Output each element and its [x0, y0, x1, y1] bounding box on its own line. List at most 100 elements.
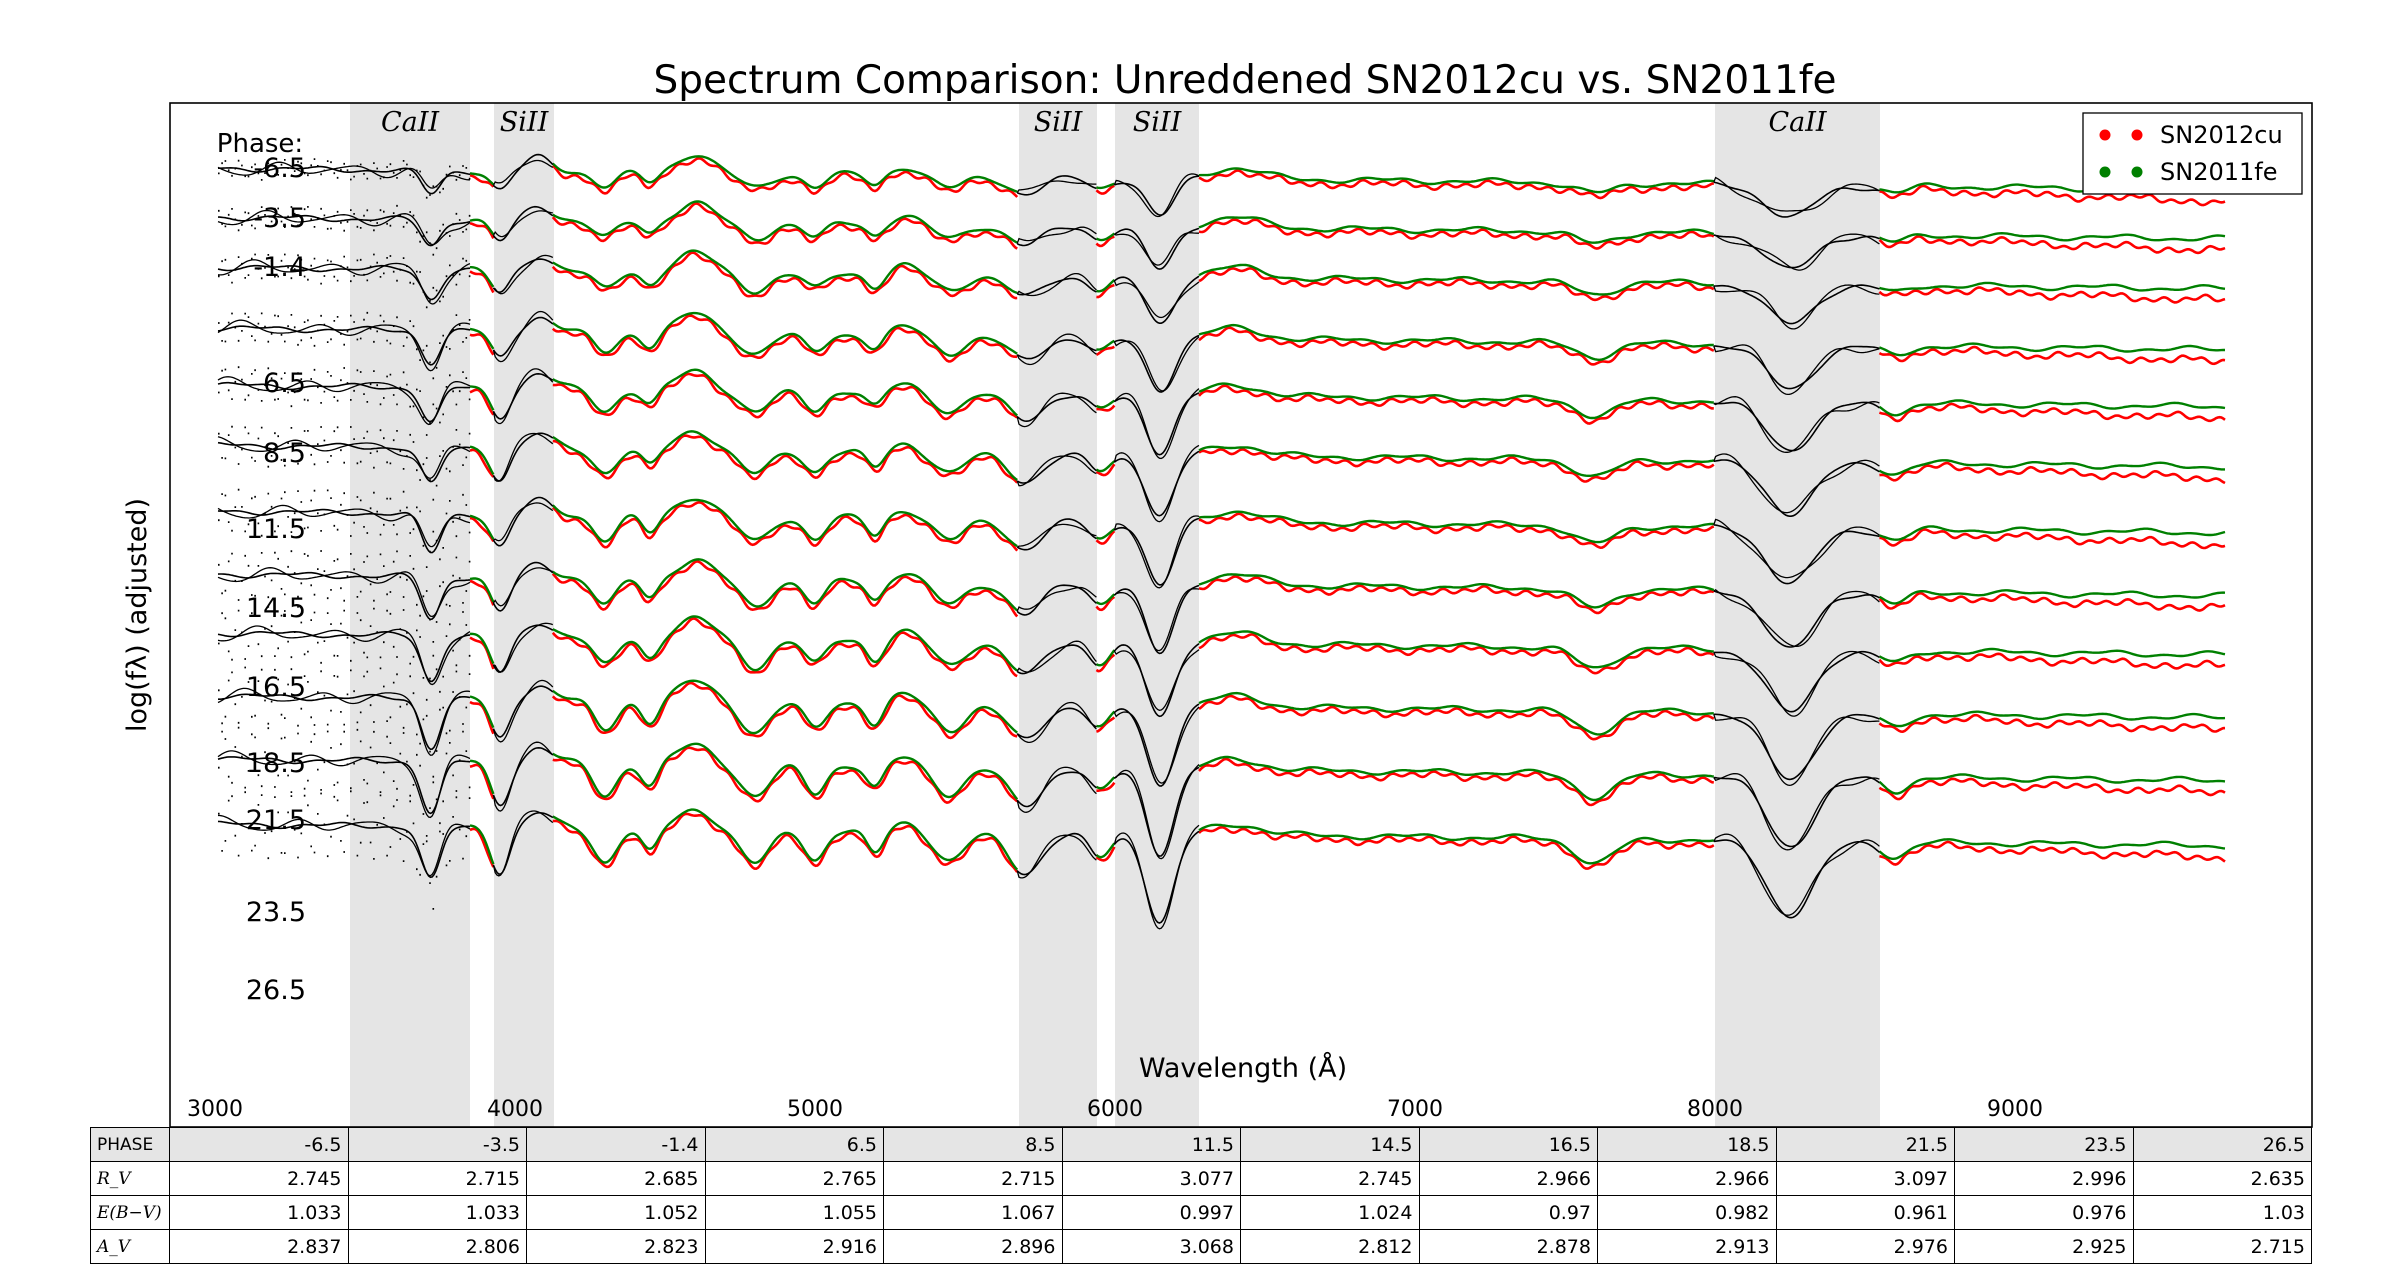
table-cell: 2.715 [347, 1161, 527, 1196]
row-header-av: A_V [90, 1229, 170, 1264]
table-row-phase: PHASE -6.5 -3.5 -1.4 6.5 8.5 11.5 14.5 1… [90, 1127, 2312, 1162]
x-tick-label: 8000 [1687, 1097, 1743, 1122]
spectrum-pair [218, 312, 2225, 395]
table-cell: 2.896 [883, 1229, 1063, 1264]
spectrum-pair [218, 550, 2226, 653]
table-cell: 18.5 [1597, 1127, 1777, 1162]
table-cell: 1.033 [347, 1195, 527, 1230]
table-cell: 8.5 [883, 1127, 1063, 1162]
feature-band-label: CaII [381, 107, 440, 138]
table-cell: 2.715 [2132, 1229, 2312, 1264]
noisy-points [218, 366, 471, 436]
sn2012cu-spectrum [469, 314, 2226, 366]
spectrum-pair [218, 249, 2226, 329]
table-cell: 1.052 [526, 1195, 706, 1230]
sn2011fe-spectrum [469, 558, 2226, 612]
spectrum-pair [218, 666, 2226, 787]
phase-label: -3.5 [253, 203, 306, 234]
noisy-points [218, 666, 471, 778]
table-cell: 1.067 [883, 1195, 1063, 1230]
feature-band [494, 103, 554, 1127]
sn2012cu-spectrum [469, 560, 2226, 618]
noisy-points [218, 204, 471, 256]
noisy-points [218, 311, 471, 380]
legend-marker-sn2011fe [2131, 166, 2143, 178]
sn2011fe-spectrum [469, 200, 2226, 244]
table-cell: 3.068 [1061, 1229, 1241, 1264]
sn2012cu-spectrum [469, 202, 2226, 255]
table-cell: 1.033 [169, 1195, 349, 1230]
sn2011fe-spectrum [469, 498, 2226, 548]
legend-marker-sn2012cu [2099, 129, 2111, 141]
noisy-points [218, 550, 471, 643]
table-cell: 21.5 [1775, 1127, 1955, 1162]
table-cell: 2.878 [1418, 1229, 1598, 1264]
feature-band-label: SiII [1133, 107, 1183, 138]
feature-band [1019, 103, 1097, 1127]
table-cell: 16.5 [1418, 1127, 1598, 1162]
sn2012cu-spectrum [469, 251, 2226, 304]
sn2011fe-spectrum [469, 742, 2226, 802]
feature-band [1715, 103, 1880, 1127]
feature-bands: CaII SiII SiII SiII CaII [350, 103, 1880, 1127]
sn2012cu-spectrum [469, 812, 2226, 873]
x-tick-label: 7000 [1387, 1097, 1443, 1122]
legend-label-sn2012cu: SN2012cu [2160, 121, 2283, 149]
phase-labels: -6.5 -3.5 -1.4 6.5 8.5 11.5 14.5 16.5 18.5 21.5 23… [246, 153, 306, 1006]
x-tick-label: 4000 [487, 1097, 543, 1122]
table-cell: 2.745 [1240, 1161, 1420, 1196]
table-cell: 2.812 [1240, 1229, 1420, 1264]
table-cell: 2.996 [1954, 1161, 2134, 1196]
noisy-points [218, 488, 471, 568]
spectrum-pair [218, 605, 2226, 717]
x-axis-label: Wavelength (Å) [1139, 1052, 1347, 1084]
spectrum-pair [218, 790, 2226, 929]
row-header-phase: PHASE [90, 1127, 170, 1162]
phase-label: -6.5 [253, 153, 306, 184]
sn2012cu-spectrum [469, 434, 2226, 485]
legend-box [2082, 112, 2303, 195]
table-cell: 6.5 [704, 1127, 884, 1162]
table-cell: 2.966 [1418, 1161, 1598, 1196]
table-cell: 3.077 [1061, 1161, 1241, 1196]
row-header-ebv: E(B−V) [90, 1195, 170, 1230]
row-header-label: E(B−V) [97, 1202, 162, 1223]
table-cell: 2.685 [526, 1161, 706, 1196]
extinction-parameters-table: PHASE -6.5 -3.5 -1.4 6.5 8.5 11.5 14.5 1… [90, 1127, 2312, 1264]
phase-label: 21.5 [246, 805, 306, 836]
spectrum-pair [218, 425, 2226, 522]
table-cell: 2.925 [1954, 1229, 2134, 1264]
table-cell: 3.097 [1775, 1161, 1955, 1196]
table-cell: 2.765 [704, 1161, 884, 1196]
feature-band-label: SiII [500, 107, 550, 138]
sn2011fe-spectrum [469, 679, 2226, 736]
sn2012cu-spectrum [469, 156, 2226, 207]
table-cell: 26.5 [2132, 1127, 2312, 1162]
plot-frame [169, 102, 2313, 1128]
phase-label: 16.5 [246, 672, 306, 703]
sn2012cu-spectrum [469, 372, 2226, 425]
phase-label: 6.5 [263, 368, 306, 399]
table-cell: 2.806 [347, 1229, 527, 1264]
sn2011fe-spectrum [469, 615, 2226, 672]
phase-header: Phase: [217, 129, 303, 159]
spectrum-pair [218, 726, 2226, 859]
table-cell: 0.976 [1954, 1195, 2134, 1230]
sn2012cu-spectrum [469, 746, 2226, 807]
x-tick-label: 3000 [187, 1097, 243, 1122]
y-axis-label: log(fλ) (adjusted) [122, 498, 153, 732]
noisy-points [218, 253, 471, 309]
x-axis-ticks: 3000 4000 5000 6000 7000 8000 9000 [187, 1097, 2043, 1122]
legend-marker-sn2011fe [2099, 166, 2111, 178]
table-cell: 2.976 [1775, 1229, 1955, 1264]
spectrum-pair [218, 367, 2225, 458]
table-cell: 1.055 [704, 1195, 884, 1230]
sn2012cu-spectrum [469, 500, 2226, 552]
phase-label: -1.4 [253, 252, 306, 283]
table-cell: 2.635 [2132, 1161, 2312, 1196]
table-cell: 0.982 [1597, 1195, 1777, 1230]
phase-label: 8.5 [263, 438, 306, 469]
legend: SN2012cu SN2011fe [2082, 112, 2303, 195]
legend-marker-sn2012cu [2131, 129, 2143, 141]
sn2011fe-spectrum [469, 311, 2225, 362]
